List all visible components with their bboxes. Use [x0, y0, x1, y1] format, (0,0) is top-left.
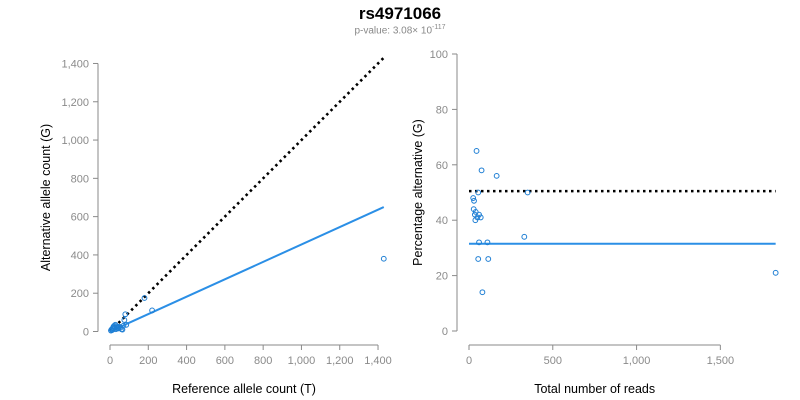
left-data-point [141, 295, 148, 301]
right-data-point [521, 233, 528, 240]
left-y-axis-title: Alternative allele count (G) [39, 124, 53, 271]
right-y-tick-label: 80 [436, 104, 448, 116]
right-data-point [772, 269, 779, 276]
right-data-point [478, 167, 485, 174]
right-data-point [473, 148, 480, 154]
left-x-tick-label: 200 [139, 355, 157, 367]
right-y-tick-label: 60 [436, 160, 448, 172]
right-y-axis-title: Percentage alternative (G) [411, 119, 425, 266]
right-data-point [471, 197, 477, 204]
right-data-point [476, 239, 482, 246]
left-y-tick-label: 200 [71, 288, 89, 300]
right-y-tick-label: 100 [430, 49, 448, 61]
left-data-point [119, 326, 126, 333]
right-y-tick-label: 0 [442, 326, 448, 338]
left-data-point [121, 317, 128, 323]
left-x-axis-title: Reference allele count (T) [172, 382, 316, 396]
left-y-tick-label: 400 [71, 250, 89, 262]
left-x-tick-label: 400 [177, 355, 195, 367]
left-data-point [122, 311, 129, 318]
pvalue-exponent: -117 [432, 24, 446, 31]
left-data-point [123, 321, 130, 328]
pvalue-subtitle: p-value: 3.08× 10-117 [0, 24, 800, 36]
right-data-point [524, 189, 531, 196]
chart-title: rs4971066 [358, 4, 442, 23]
right-data-point [493, 172, 500, 179]
right-y-tick-label: 20 [436, 271, 448, 283]
right-x-tick-label: 1,500 [707, 355, 735, 367]
right-x-axis-title: Total number of reads [534, 382, 655, 396]
left-x-tick-label: 1,000 [288, 355, 316, 367]
left-y-tick-label: 1,400 [61, 58, 89, 70]
left-y-tick-label: 600 [71, 212, 89, 224]
right-data-point [484, 239, 491, 246]
left-x-tick-label: 1,400 [364, 355, 392, 367]
right-data-point [472, 217, 479, 224]
left-data-point [380, 255, 387, 262]
right-data-point [477, 214, 484, 221]
left-y-tick-label: 0 [83, 327, 89, 339]
left-x-tick-label: 1,200 [326, 355, 354, 367]
right-data-point [485, 256, 492, 262]
right-data-point [479, 289, 486, 296]
left-x-tick-label: 800 [254, 355, 272, 367]
left-data-point [120, 322, 127, 329]
left-x-tick-label: 0 [107, 355, 113, 367]
left-y-tick-label: 1,200 [61, 97, 89, 109]
right-data-point [470, 195, 477, 201]
pvalue-text: p-value: 3.08× 10 [354, 25, 433, 37]
right-x-tick-label: 500 [544, 355, 562, 367]
right-data-point [472, 208, 479, 215]
left-y-tick-label: 1,000 [61, 135, 89, 147]
right-data-point [475, 256, 482, 262]
left-expected-dotted-line [109, 56, 385, 333]
right-x-tick-label: 1,000 [623, 355, 651, 367]
right-x-tick-label: 0 [466, 355, 472, 367]
left-x-tick-label: 600 [216, 355, 234, 367]
left-y-tick-label: 800 [71, 173, 89, 185]
right-y-tick-label: 40 [436, 215, 448, 227]
left-fit-line [109, 206, 385, 333]
right-data-point [475, 189, 482, 196]
left-data-point [149, 307, 156, 314]
